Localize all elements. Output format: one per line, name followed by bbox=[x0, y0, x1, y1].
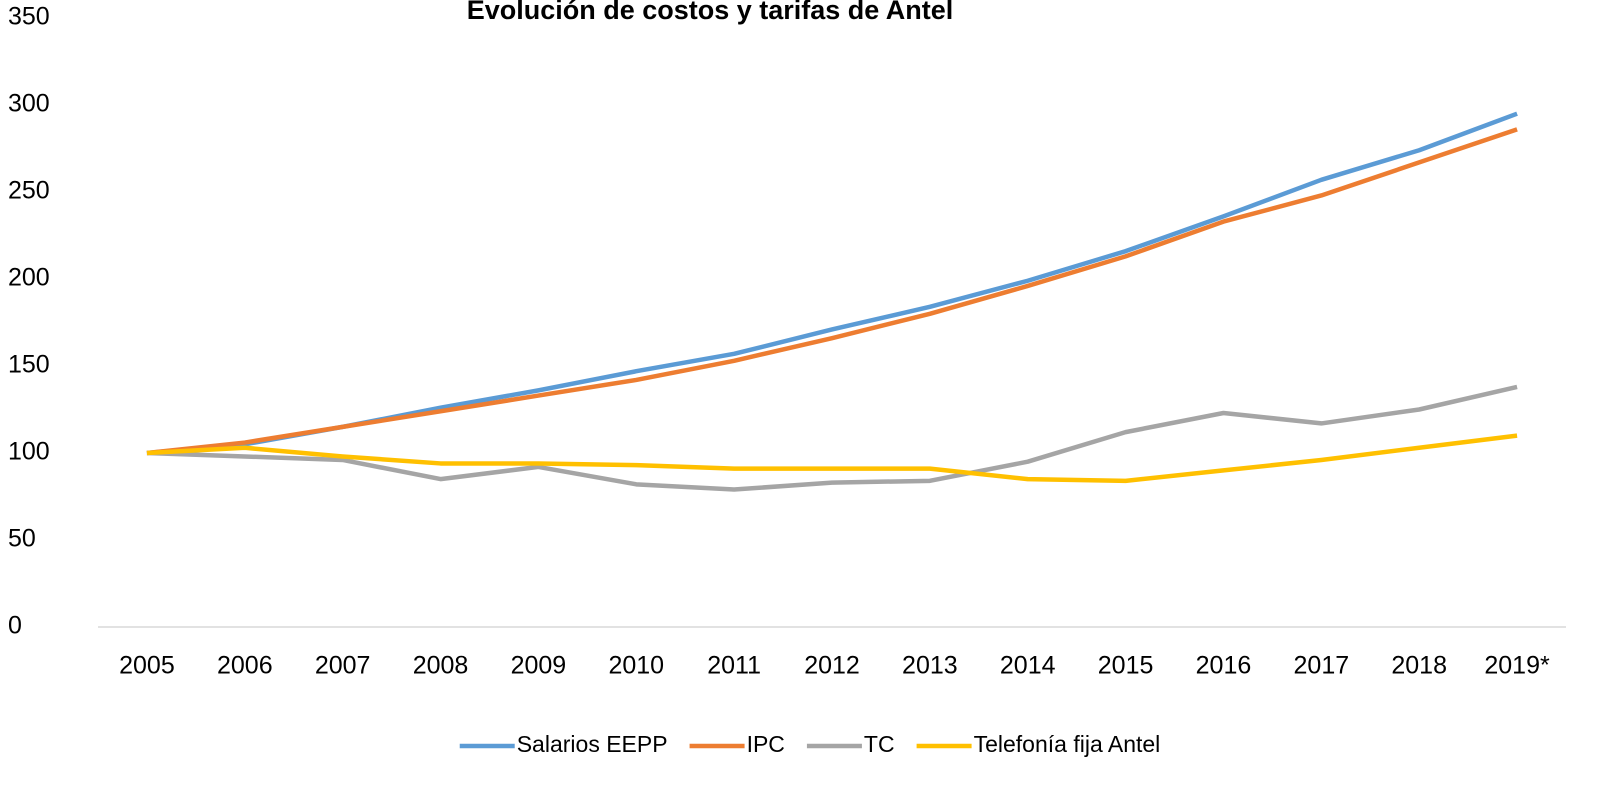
y-tick-label: 50 bbox=[8, 525, 36, 553]
y-tick-label: 200 bbox=[8, 264, 50, 292]
legend-label: Salarios EEPP bbox=[517, 731, 668, 757]
x-tick-label: 2015 bbox=[1098, 652, 1154, 680]
x-tick-label: 2005 bbox=[119, 652, 175, 680]
y-tick-label: 350 bbox=[8, 3, 50, 31]
y-tick-label: 300 bbox=[8, 90, 50, 118]
y-tick-label: 150 bbox=[8, 351, 50, 379]
y-tick-label: 250 bbox=[8, 177, 50, 205]
x-tick-label: 2018 bbox=[1391, 652, 1447, 680]
x-tick-label: 2006 bbox=[217, 652, 273, 680]
series-line bbox=[146, 127, 1518, 456]
x-tick-label: 2007 bbox=[315, 652, 371, 680]
x-tick-label: 2011 bbox=[707, 652, 761, 680]
x-tick-label: 2013 bbox=[902, 652, 958, 680]
x-tick-label: 2008 bbox=[413, 652, 469, 680]
y-tick-label: 0 bbox=[8, 612, 22, 640]
x-tick-label: 2010 bbox=[608, 652, 664, 680]
legend-label: Telefonía fija Antel bbox=[974, 731, 1161, 757]
y-tick-label: 100 bbox=[8, 438, 50, 466]
series-line bbox=[146, 433, 1518, 484]
chart-title: Evolución de costos y tarifas de Antel bbox=[467, 0, 954, 25]
x-tick-label: 2012 bbox=[804, 652, 860, 680]
x-tick-label: 2014 bbox=[1000, 652, 1056, 680]
series-line bbox=[146, 384, 1518, 492]
x-tick-label: 2016 bbox=[1196, 652, 1252, 680]
legend-label: TC bbox=[864, 731, 895, 757]
series-line bbox=[146, 111, 1518, 456]
x-tick-label: 2017 bbox=[1294, 652, 1350, 680]
x-tick-label: 2019* bbox=[1484, 652, 1550, 680]
legend-label: IPC bbox=[747, 731, 785, 757]
x-tick-label: 2009 bbox=[511, 652, 567, 680]
